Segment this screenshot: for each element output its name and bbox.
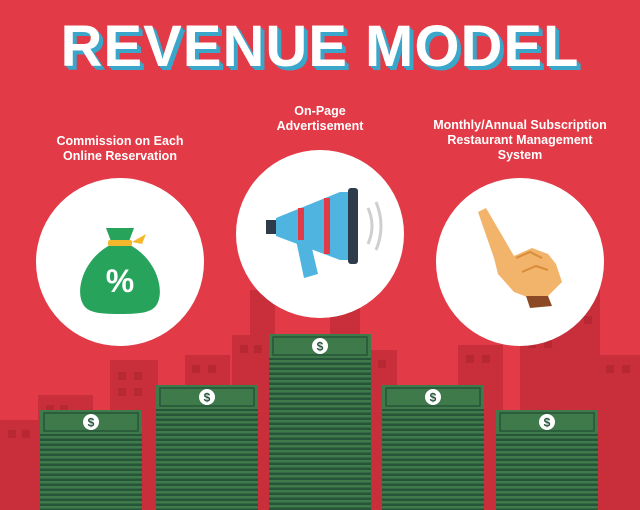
money-stack-graphic: $: [156, 385, 258, 510]
dollar-symbol: $: [204, 391, 211, 405]
commission-label: Commission on Each Online Reservation: [30, 134, 210, 164]
dollar-icon: [199, 389, 215, 405]
stack-body: [156, 409, 258, 510]
label-line: System: [497, 148, 543, 162]
stack-body: [269, 358, 371, 510]
money-stack: $: [156, 385, 258, 510]
money-stack-graphic: $: [269, 334, 371, 510]
label-line: Advertisement: [276, 119, 364, 133]
dollar-symbol: $: [430, 391, 437, 405]
dollar-symbol: $: [317, 340, 324, 354]
money-bag-percent-icon: %: [80, 228, 160, 314]
commission-circle: %: [36, 178, 204, 346]
label-line: Monthly/Annual Subscription: [433, 118, 607, 132]
subscription-circle: [436, 178, 604, 346]
label-line: Restaurant Management: [447, 133, 593, 147]
money-stack-graphic: $: [40, 410, 142, 510]
label-line: Commission on Each: [56, 134, 184, 148]
megaphone-icon: [266, 188, 383, 278]
money-stack: $: [269, 334, 371, 510]
stack-body: [382, 409, 484, 510]
money-stack-graphic: $: [382, 385, 484, 510]
dollar-symbol: $: [544, 416, 551, 430]
label-line: On-Page: [294, 104, 346, 118]
dollar-symbol: $: [88, 416, 95, 430]
money-stack-graphic: $: [496, 410, 598, 510]
dollar-icon: [539, 414, 555, 430]
dollar-icon: [312, 338, 328, 354]
pointing-hand-icon: [478, 208, 562, 308]
advertisement-circle: [236, 150, 404, 318]
money-stack: $: [496, 410, 598, 510]
dollar-icon: [425, 389, 441, 405]
label-line: Online Reservation: [63, 149, 177, 163]
dollar-icon: [83, 414, 99, 430]
percent-symbol: %: [106, 263, 134, 299]
page-title: REVENUE MODEL: [60, 14, 580, 79]
money-stack: $: [40, 410, 142, 510]
advertisement-label: On-Page Advertisement: [230, 104, 410, 134]
subscription-label: Monthly/Annual Subscription Restaurant M…: [410, 118, 630, 163]
money-stack: $: [382, 385, 484, 510]
